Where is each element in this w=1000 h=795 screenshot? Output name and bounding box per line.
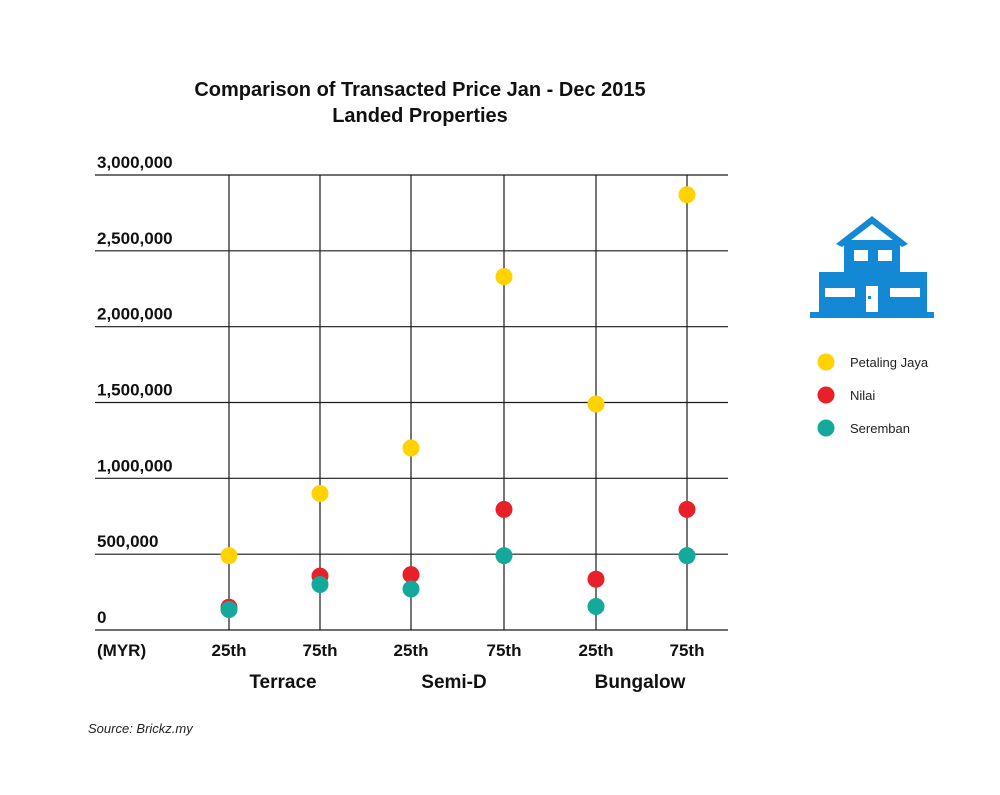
data-point	[587, 597, 605, 615]
data-point	[402, 580, 420, 598]
x-axis-groups: Terrace Semi-D Bungalow	[249, 672, 685, 693]
data-point	[402, 566, 420, 584]
legend-marker	[817, 419, 835, 437]
x-axis-ticks: 25th 75th 25th 75th 25th 75th	[212, 641, 705, 660]
x-group-label: Terrace	[249, 672, 316, 693]
data-point	[311, 576, 329, 593]
chart-title: Comparison of Transacted Price Jan - Dec…	[194, 79, 645, 101]
y-tick-label: 2,500,000	[97, 229, 173, 248]
grid	[95, 174, 728, 631]
source-note: Source: Brickz.my	[88, 721, 194, 736]
x-group-label: Semi-D	[421, 672, 486, 693]
y-tick-label: 2,000,000	[97, 305, 173, 324]
x-tick-label: 25th	[394, 641, 429, 660]
data-point	[311, 485, 329, 502]
legend-marker	[817, 386, 835, 404]
data-point	[495, 268, 513, 286]
data-point	[495, 500, 513, 518]
x-tick-label: 25th	[579, 641, 614, 660]
data-point	[495, 547, 513, 565]
data-point	[587, 570, 605, 588]
y-tick-label: 3,000,000	[97, 153, 173, 172]
x-tick-label: 25th	[212, 641, 247, 660]
data-point	[402, 439, 420, 457]
legend-label: Seremban	[850, 421, 910, 436]
legend-label: Nilai	[850, 388, 875, 403]
legend-marker	[817, 353, 835, 371]
y-tick-label: 0	[97, 608, 106, 627]
data-point	[678, 547, 696, 565]
y-tick-label: 500,000	[97, 532, 158, 551]
data-point	[678, 186, 696, 204]
y-axis-ticks: 0 500,000 1,000,000 1,500,000 2,000,000 2,500…	[97, 153, 173, 627]
y-tick-label: 1,500,000	[97, 381, 173, 400]
data-point	[220, 601, 238, 619]
x-group-label: Bungalow	[595, 672, 686, 693]
legend: Petaling Jaya Nilai Seremban	[817, 353, 929, 437]
data-point	[678, 500, 696, 518]
house-icon	[810, 216, 934, 318]
data-point	[220, 547, 238, 565]
y-axis-unit: (MYR)	[97, 641, 146, 660]
y-tick-label: 1,000,000	[97, 456, 173, 475]
x-tick-label: 75th	[487, 641, 522, 660]
chart-subtitle: Landed Properties	[332, 105, 508, 127]
x-tick-label: 75th	[670, 641, 705, 660]
x-tick-label: 75th	[303, 641, 338, 660]
data-points	[220, 186, 696, 619]
data-point	[587, 395, 605, 413]
legend-label: Petaling Jaya	[850, 355, 929, 370]
